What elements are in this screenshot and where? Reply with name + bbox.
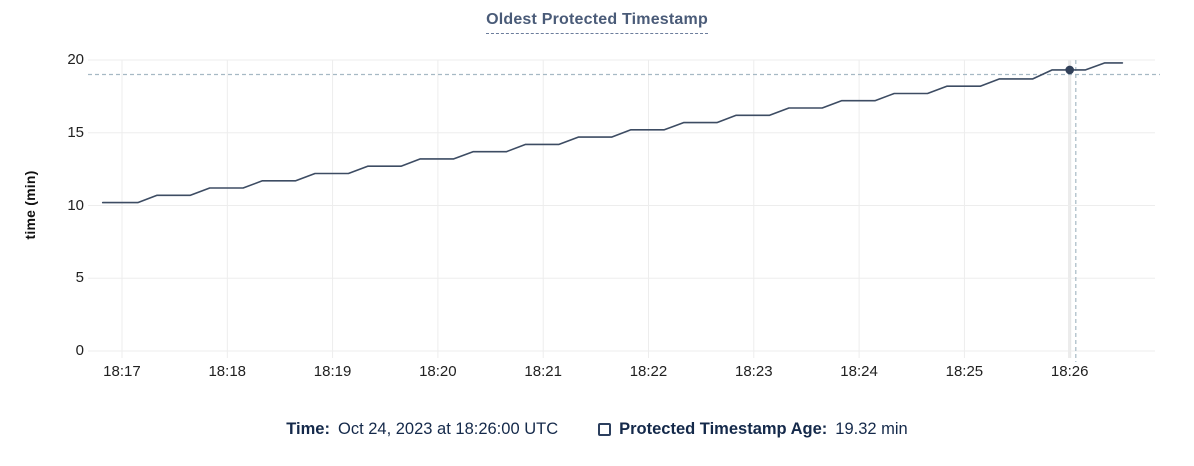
x-tick-label: 18:22 [629, 363, 668, 380]
chart-title: Oldest Protected Timestamp [486, 11, 708, 34]
y-tick-label: 20 [67, 51, 84, 68]
x-tick-label: 18:20 [419, 363, 457, 380]
legend-time-label: Time: [286, 420, 330, 438]
y-tick-label: 10 [67, 196, 84, 214]
x-tick-label: 18:23 [735, 363, 773, 380]
y-tick-label: 15 [67, 123, 84, 141]
y-tick-label: 0 [75, 342, 84, 359]
line-chart[interactable] [0, 0, 1194, 410]
legend-time-value: Oct 24, 2023 at 18:26:00 UTC [337, 420, 559, 438]
legend-series-label: Protected Timestamp Age: [619, 420, 828, 438]
x-tick-label: 18:25 [945, 363, 984, 380]
x-tick-label: 18:18 [208, 363, 247, 380]
legend-series-value: 19.32 min [835, 420, 908, 438]
x-tick-label: 18:19 [313, 363, 352, 380]
chart-legend: Time: Oct 24, 2023 at 18:26:00 UTC Prote… [0, 420, 1194, 439]
x-tick-label: 18:21 [524, 363, 562, 380]
x-tick-label: 18:17 [103, 363, 141, 380]
x-tick-label: 18:26 [1050, 363, 1089, 380]
x-tick-label: 18:24 [840, 363, 878, 380]
y-tick-label: 5 [75, 269, 84, 287]
chart-header: Oldest Protected Timestamp [0, 11, 1194, 34]
series-toggle-checkbox[interactable] [598, 423, 612, 436]
